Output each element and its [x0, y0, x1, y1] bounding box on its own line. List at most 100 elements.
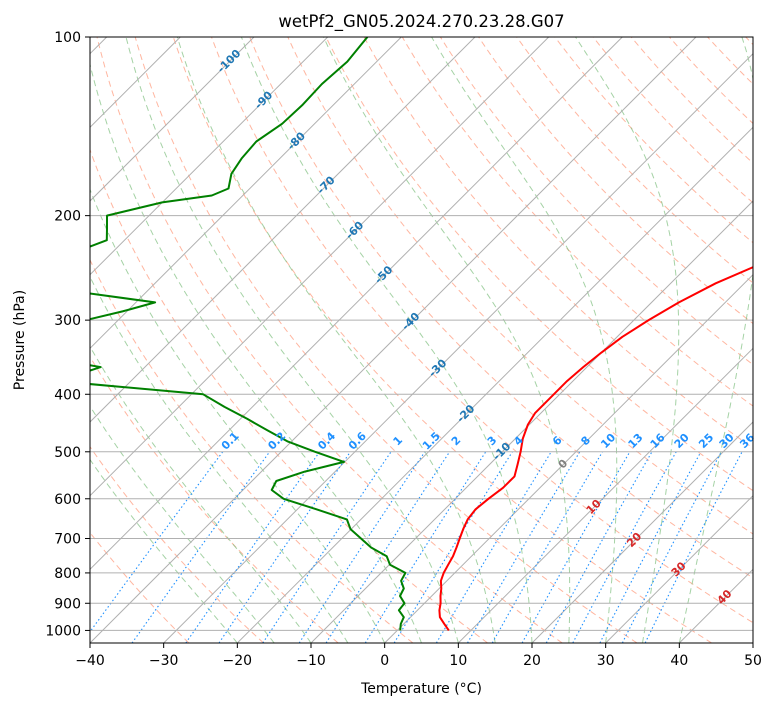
isotherm-line	[678, 568, 753, 643]
y-tick-label: 900	[54, 596, 81, 612]
dry-adiabat-line	[669, 37, 753, 125]
isotherm-line	[90, 37, 623, 571]
mixing-ratio-label: 0.4	[315, 429, 338, 452]
moist-adiabat-line	[678, 37, 753, 643]
mixing-ratio-label: 0.2	[265, 429, 288, 452]
mixing-ratio-label: 30	[717, 431, 737, 451]
y-tick-label: 200	[54, 209, 81, 225]
dewpoint-profile-line	[90, 37, 407, 631]
temperature-profile-line	[438, 266, 753, 631]
mixing-ratio-label: 0.6	[346, 429, 369, 452]
moist-adiabat-line	[431, 37, 618, 643]
isotherm-line	[90, 37, 476, 423]
background-lines	[90, 37, 753, 643]
dry-adiabat-line	[439, 37, 753, 366]
moist-adiabat-line	[323, 37, 571, 643]
x-axis-label: Temperature (°C)	[360, 681, 482, 697]
dry-adiabat-line	[134, 37, 638, 643]
y-tick-label: 700	[54, 532, 81, 548]
mixing-ratio-line	[599, 451, 702, 643]
mixing-ratio-line	[435, 451, 552, 643]
x-tick-label: 0	[380, 653, 389, 669]
y-tick-label: 1000	[45, 623, 81, 639]
mixing-ratio-line	[131, 451, 271, 643]
dry-adiabat-line	[707, 37, 753, 85]
isotherm-line	[236, 126, 753, 643]
dry-adiabat-line	[211, 37, 753, 624]
isotherm-line	[310, 200, 753, 643]
mixing-ratio-line	[393, 451, 513, 643]
profile-lines	[90, 37, 753, 631]
isotherm-line	[90, 37, 402, 350]
mixing-ratio-label: 25	[696, 431, 716, 451]
mixing-ratio-line	[521, 451, 631, 643]
dry-adiabat-line	[478, 37, 753, 325]
mixing-ratio-label: 6	[550, 433, 565, 448]
x-tick-label: 20	[523, 653, 541, 669]
mixing-ratio-line	[491, 451, 603, 643]
dry-adiabat-line	[90, 445, 264, 643]
y-tick-label: 300	[54, 313, 81, 329]
mixing-ratio-line	[467, 451, 581, 643]
moist-adiabat-line	[90, 345, 312, 643]
moist-adiabat-line	[176, 37, 496, 643]
mixing-ratio-label: 20	[672, 431, 692, 451]
x-tick-label: 10	[449, 653, 467, 669]
isotherm-line	[163, 52, 753, 643]
y-axis-label: Pressure (hPa)	[12, 290, 28, 390]
dry-adiabat-line	[90, 531, 190, 643]
mixing-ratio-line	[572, 451, 677, 643]
dry-adiabat-line	[172, 37, 712, 643]
mixing-ratio-line	[218, 451, 351, 643]
dry-adiabat-line	[90, 148, 488, 643]
mixing-ratio-label: 1.5	[420, 429, 443, 452]
x-tick-label: −10	[296, 653, 326, 669]
pressure-grid	[90, 37, 753, 631]
mixing-ratio-line	[325, 451, 451, 643]
dry-adiabat-line	[325, 37, 753, 492]
dry-adiabat-line	[554, 37, 753, 244]
axis-ticks: −40 −30 −20 −10 0 10 20 30 40 50 1000 900 800 700 600 5…	[45, 30, 762, 669]
moist-adiabat-line	[575, 37, 680, 643]
moist-adiabat-line	[90, 405, 275, 643]
x-tick-label: −20	[223, 653, 253, 669]
dry-adiabat-line	[90, 355, 339, 643]
dry-adiabat-line	[630, 37, 753, 164]
x-tick-label: −40	[75, 653, 105, 669]
mixing-ratio-label: 13	[626, 431, 646, 451]
isotherm-line	[752, 642, 753, 643]
y-tick-label: 600	[54, 492, 81, 508]
mixing-ratio-label: 10	[598, 431, 618, 451]
x-tick-label: 50	[744, 653, 762, 669]
mixing-ratio-line	[90, 451, 224, 633]
mixing-ratio-line	[185, 451, 321, 643]
dry-adiabat-line	[249, 37, 753, 579]
isotherm-line	[90, 37, 550, 497]
moist-adiabat-line	[240, 37, 533, 643]
mixing-ratio-label: 16	[648, 431, 668, 451]
dry-adiabat-line	[592, 37, 753, 204]
dry-adiabat-line	[90, 258, 414, 643]
moist-adiabat-line	[90, 458, 238, 643]
mixing-ratio-label: 36	[737, 431, 757, 451]
isotherm-line	[90, 37, 329, 276]
isotherm-line	[90, 37, 697, 643]
moist-adiabat-line	[90, 188, 386, 643]
isotherm-line	[90, 37, 255, 202]
x-tick-label: 30	[597, 653, 615, 669]
isotherm-line	[457, 347, 753, 643]
y-tick-label: 500	[54, 445, 81, 461]
moist-adiabat-line	[90, 275, 349, 643]
plot-frame	[89, 36, 754, 644]
isotherm-line	[531, 421, 753, 643]
dry-adiabat-line	[401, 37, 753, 407]
isotherm-line	[605, 494, 753, 643]
dry-adiabat-line	[516, 37, 753, 284]
y-tick-label: 800	[54, 566, 81, 582]
mixing-ratio-label: 0.1	[219, 429, 242, 452]
mixing-ratio-label: 1	[391, 434, 406, 449]
y-tick-label: 100	[54, 30, 81, 46]
dry-adiabat-line	[96, 37, 563, 643]
y-tick-label: 400	[54, 387, 81, 403]
